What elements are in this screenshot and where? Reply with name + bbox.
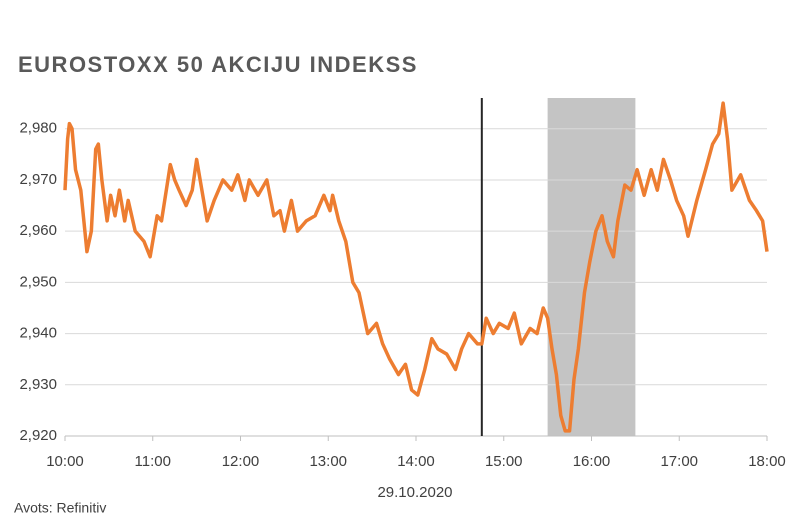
y-tick-label: 2,920 — [19, 427, 57, 444]
chart-title: EUROSTOXX 50 AKCIJU INDEKSS — [18, 52, 418, 77]
y-tick-label: 2,950 — [19, 273, 57, 290]
x-tick-label: 12:00 — [222, 453, 260, 470]
x-tick-label: 17:00 — [660, 453, 698, 470]
x-tick-label: 10:00 — [46, 453, 84, 470]
y-tick-label: 2,960 — [19, 222, 57, 239]
y-tick-label: 2,930 — [19, 376, 57, 393]
x-tick-label: 13:00 — [309, 453, 347, 470]
source: Avots: Refinitiv — [14, 500, 106, 516]
x-tick-label: 15:00 — [485, 453, 523, 470]
y-tick-label: 2,970 — [19, 171, 57, 188]
line-series — [63, 101, 769, 433]
x-tick-label: 18:00 — [748, 453, 786, 470]
y-tick-label: 2,980 — [19, 120, 57, 137]
x-tick-label: 11:00 — [135, 453, 171, 470]
x-axis-label: 29.10.2020 — [377, 484, 452, 501]
x-tick-label: 16:00 — [573, 453, 611, 470]
y-tick-label: 2,940 — [19, 325, 57, 342]
shaded-range — [547, 98, 636, 436]
x-tick-label: 14:00 — [397, 453, 435, 470]
